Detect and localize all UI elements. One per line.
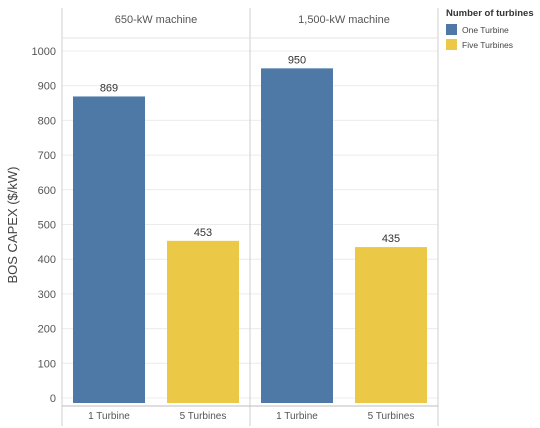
y-tick-label: 800 (38, 115, 56, 127)
bar (261, 68, 333, 403)
panel-frame (61, 8, 439, 426)
x-tick-label: 5 Turbines (368, 411, 415, 422)
y-tick-label: 0 (50, 393, 56, 405)
y-tick-label: 700 (38, 150, 56, 162)
y-tick-label: 900 (38, 81, 56, 93)
bars (73, 68, 427, 403)
panel-title: 650-kW machine (115, 14, 198, 26)
x-tick-label: 1 Turbine (88, 411, 130, 422)
legend-item-five-turbines[interactable]: Five Turbines (446, 39, 540, 50)
y-axis-label: BOS CAPEX ($/kW) (5, 166, 20, 283)
bar (167, 240, 239, 403)
y-tick-label: 400 (38, 254, 56, 266)
data-label: 869 (100, 82, 118, 94)
legend-title: Number of turbines (446, 8, 534, 19)
panel-title: 1,500-kW machine (298, 14, 390, 26)
x-tick-label: 5 Turbines (180, 411, 227, 422)
bar (73, 96, 145, 403)
y-tick-label: 1000 (32, 46, 56, 58)
legend-swatch-one-turbine (446, 24, 457, 35)
legend: Number of turbines One Turbine Five Turb… (446, 8, 540, 54)
labels: 0 100 200 300 400 500 600 700 800 900 1000 650-kW m… (32, 14, 415, 422)
bar (355, 247, 427, 403)
y-tick-label: 600 (38, 185, 56, 197)
data-label: 435 (382, 233, 400, 245)
legend-label-five-turbines: Five Turbines (462, 39, 514, 50)
legend-swatch-five-turbines (446, 39, 457, 50)
legend-label-one-turbine: One Turbine (462, 24, 509, 35)
data-label: 950 (288, 54, 306, 66)
y-tick-label: 200 (38, 324, 56, 336)
data-label: 453 (194, 227, 212, 239)
legend-item-one-turbine[interactable]: One Turbine (446, 24, 540, 35)
y-tick-label: 500 (38, 220, 56, 232)
y-tick-label: 100 (38, 358, 56, 370)
x-tick-label: 1 Turbine (276, 411, 318, 422)
y-tick-label: 300 (38, 289, 56, 301)
